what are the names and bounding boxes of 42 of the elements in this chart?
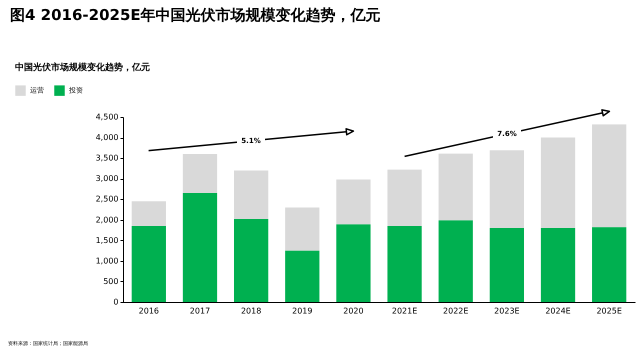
x-tick-label: 2016 — [138, 306, 160, 316]
y-tick-label: 0 — [113, 298, 118, 306]
y-tick-label: 1,000 — [96, 256, 118, 266]
x-tick-label: 2022E — [443, 306, 468, 316]
bar — [285, 250, 320, 302]
y-tick-label: 3,500 — [96, 154, 118, 163]
x-tick-label: 2021E — [392, 306, 418, 316]
x-tick-label: 2020 — [343, 306, 364, 316]
bar — [132, 226, 166, 302]
bar — [490, 150, 524, 228]
y-tick-label: 4,500 — [96, 112, 118, 122]
bar — [592, 227, 626, 302]
bar — [182, 154, 218, 194]
y-tick-label: 1,500 — [96, 236, 118, 245]
x-tick-label: 2023E — [494, 306, 520, 316]
bar — [592, 124, 626, 228]
bar — [132, 201, 166, 226]
y-tick-label: 4,000 — [96, 133, 118, 142]
y-tick-label: 3,000 — [96, 174, 118, 184]
bar — [336, 179, 371, 224]
bar — [438, 220, 473, 302]
x-tick-label: 2025E — [596, 306, 622, 316]
x-tick-label: 2024E — [545, 306, 571, 316]
bar — [490, 228, 524, 302]
y-tick-label: 2,500 — [96, 194, 118, 204]
bar — [182, 193, 218, 302]
x-tick-label: 2017 — [190, 306, 210, 316]
bar — [438, 154, 473, 220]
bar — [285, 207, 320, 251]
bar — [387, 170, 422, 226]
bar — [336, 224, 371, 302]
y-tick-label: 2,000 — [96, 215, 118, 224]
y-tick-label: 500 — [103, 276, 118, 286]
bar — [540, 228, 576, 302]
x-tick-label: 2019 — [292, 306, 312, 316]
chart-title: 图4 2016-2025E年中国光伏市场规模变化趋势，亿元 — [10, 6, 381, 24]
bar — [387, 226, 422, 302]
bar — [234, 170, 268, 219]
bar — [234, 218, 268, 302]
chart-subtitle: 中国光伏市场规模变化趋势，亿元 — [15, 62, 150, 73]
x-tick-label: 2018 — [240, 306, 262, 316]
bar — [540, 138, 576, 228]
